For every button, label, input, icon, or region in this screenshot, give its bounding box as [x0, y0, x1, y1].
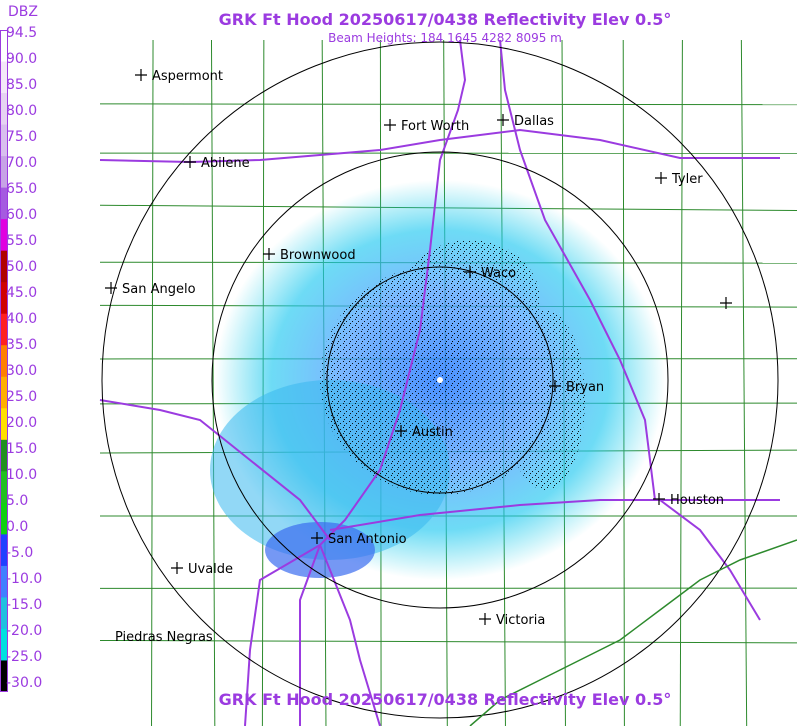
- legend-value: 75.0: [6, 130, 37, 144]
- legend-value: -25.0: [6, 650, 42, 664]
- city-piedras-negras: Piedras Negras: [115, 630, 213, 645]
- city-label: Brownwood: [280, 248, 356, 263]
- page-title: GRK Ft Hood 20250617/0438 Reflectivity E…: [100, 10, 790, 29]
- legend-value: 60.0: [6, 208, 37, 222]
- city-label: Fort Worth: [401, 119, 469, 134]
- legend-value: 70.0: [6, 156, 37, 170]
- legend-value: -15.0: [6, 598, 42, 612]
- legend-value: 15.0: [6, 442, 37, 456]
- city-label: Aspermont: [152, 69, 223, 84]
- city-marker: [655, 172, 667, 184]
- beam-heights-subtitle: Beam Heights: 184 1645 4282 8095 m: [100, 31, 790, 45]
- legend-value: 0.0: [6, 520, 28, 534]
- city-label: Austin: [412, 425, 453, 440]
- legend-value: 94.5: [6, 26, 37, 40]
- city-label: San Antonio: [328, 532, 407, 547]
- footer-title: GRK Ft Hood 20250617/0438 Reflectivity E…: [100, 690, 790, 709]
- city-marker: [479, 613, 491, 625]
- city-marker: [105, 282, 117, 294]
- city-tyler: Tyler: [655, 172, 703, 187]
- legend-value: 55.0: [6, 234, 37, 248]
- city-marker: [171, 562, 183, 574]
- legend-value: 65.0: [6, 182, 37, 196]
- legend-value: 25.0: [6, 390, 37, 404]
- radar-site-marker: [437, 377, 443, 383]
- legend-value: 40.0: [6, 312, 37, 326]
- city-marker: [497, 114, 509, 126]
- city-aspermont: Aspermont: [135, 69, 223, 84]
- legend-value: -10.0: [6, 572, 42, 586]
- legend-value: 90.0: [6, 52, 37, 66]
- legend-value: -5.0: [6, 546, 33, 560]
- legend-value: 45.0: [6, 286, 37, 300]
- city-marker: [384, 119, 396, 131]
- city-label: Dallas: [514, 114, 554, 129]
- dbz-legend: DBZ 94.5 90.0 85.0 80.0 75.0 70.0 65.0 60.0 55.0…: [0, 0, 38, 700]
- legend-value: 80.0: [6, 104, 37, 118]
- city-abilene: Abilene: [184, 156, 250, 171]
- city-label: Houston: [670, 493, 724, 508]
- city-label: Bryan: [566, 380, 604, 395]
- city-victoria: Victoria: [479, 613, 545, 628]
- city-marker: [135, 69, 147, 81]
- legend-value: 35.0: [6, 338, 37, 352]
- legend-value: 5.0: [6, 494, 28, 508]
- legend-value: 50.0: [6, 260, 37, 274]
- city-uvalde: Uvalde: [171, 562, 233, 577]
- city-dallas: Dallas: [497, 114, 554, 129]
- city-san-angelo: San Angelo: [105, 282, 196, 297]
- legend-value: 20.0: [6, 416, 37, 430]
- legend-value: 30.0: [6, 364, 37, 378]
- city-label: Uvalde: [188, 562, 233, 577]
- city-label: Tyler: [671, 172, 703, 187]
- city-label: Victoria: [496, 613, 545, 628]
- city-label: Waco: [481, 266, 516, 281]
- city-label: Piedras Negras: [115, 630, 213, 645]
- legend-value: -20.0: [6, 624, 42, 638]
- legend-value: 10.0: [6, 468, 37, 482]
- city-label: Abilene: [201, 156, 250, 171]
- city-fort-worth: Fort Worth: [384, 119, 469, 134]
- legend-unit: DBZ: [8, 4, 38, 20]
- legend-value: -30.0: [6, 676, 42, 690]
- legend-value: 85.0: [6, 78, 37, 92]
- city-label: San Angelo: [122, 282, 196, 297]
